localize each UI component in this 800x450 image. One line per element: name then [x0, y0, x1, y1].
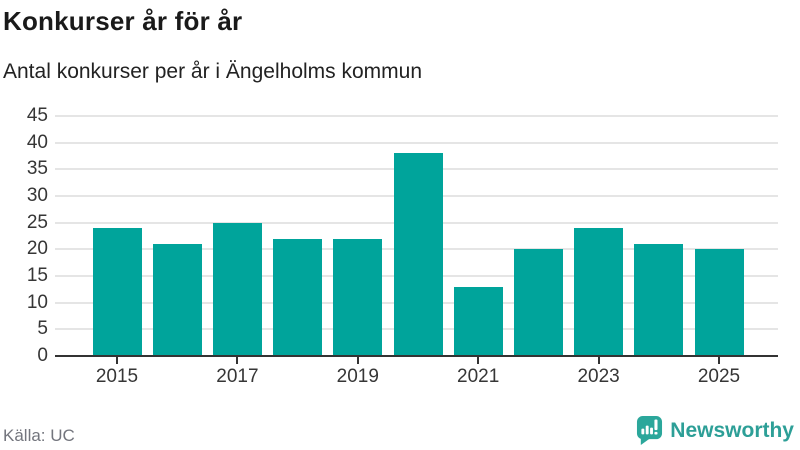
- bar-2016: [152, 244, 202, 356]
- x-tick-label-2015: 2015: [95, 366, 139, 387]
- x-tick-label-2019: 2019: [336, 366, 379, 387]
- source-label: Källa: UC: [3, 426, 75, 445]
- bar-2017: [212, 222, 262, 356]
- bar-2020: [393, 153, 443, 356]
- y-tick-label-35: 35: [26, 158, 48, 180]
- bar-2022: [513, 249, 563, 356]
- y-tick-label-5: 5: [37, 318, 48, 340]
- x-tick-label-2023: 2023: [577, 366, 620, 387]
- bar-2025: [694, 249, 744, 356]
- bar-2015: [92, 228, 142, 356]
- x-tick-2017: [236, 357, 239, 364]
- chart-subtitle: Antal konkurser per år i Ängelholms komm…: [3, 60, 423, 83]
- y-tick-label-0: 0: [37, 345, 48, 366]
- bar-2018: [273, 238, 323, 356]
- y-tick-label-20: 20: [26, 238, 48, 260]
- y-tick-label-30: 30: [26, 185, 48, 206]
- gridline-y-40: [55, 141, 778, 144]
- y-tick-label-40: 40: [26, 131, 48, 153]
- x-tick-label-2021: 2021: [457, 366, 500, 387]
- bar-2024: [634, 244, 684, 356]
- brand-wordmark: Newsworthy: [670, 418, 794, 442]
- y-tick-label-15: 15: [26, 265, 48, 286]
- x-axis-line: [55, 355, 778, 357]
- brand-logo: Newsworthy: [636, 415, 794, 446]
- gridline-y-45: [55, 115, 778, 117]
- x-tick-2019: [356, 357, 359, 364]
- x-tick-2025: [718, 357, 720, 364]
- y-tick-label-45: 45: [26, 105, 48, 126]
- bar-2021: [453, 286, 503, 356]
- x-tick-label-2025: 2025: [697, 366, 741, 387]
- bar-2023: [574, 228, 624, 356]
- bar-2019: [333, 238, 383, 356]
- x-tick-2021: [477, 357, 480, 364]
- newsworthy-speech-bubble-bar-chart-icon: [637, 416, 663, 445]
- x-tick-label-2017: 2017: [216, 366, 259, 387]
- y-tick-label-10: 10: [26, 291, 48, 313]
- y-tick-label-25: 25: [26, 211, 48, 233]
- x-tick-2023: [597, 357, 600, 364]
- x-tick-2015: [116, 357, 118, 364]
- chart-title: Konkurser år för år: [3, 6, 243, 36]
